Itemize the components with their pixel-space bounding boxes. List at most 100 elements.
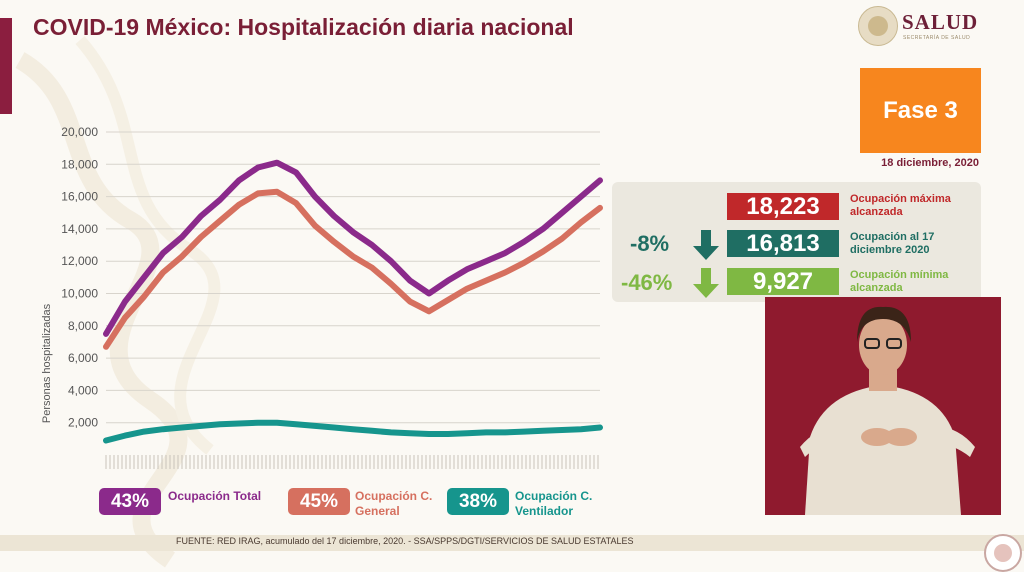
data-point xyxy=(198,423,204,429)
data-point xyxy=(578,194,584,199)
page-title: COVID-19 México: Hospitalización diaria … xyxy=(33,14,574,40)
data-point xyxy=(274,160,280,165)
data-point xyxy=(103,344,109,349)
legend-total-percent: 43% xyxy=(99,488,161,515)
sign-language-interpreter-video xyxy=(765,297,1001,515)
legend-ventilator-percent: 38% xyxy=(447,488,509,515)
hospitalization-chart: 20,000 18,000 16,000 14,000 12,000 10,000 8,00… xyxy=(41,125,603,469)
data-point xyxy=(350,254,356,259)
data-point xyxy=(217,422,223,427)
data-point xyxy=(559,210,565,215)
legend-general-label: Ocupación C. General xyxy=(355,489,433,518)
y-tick-label: 2,000 xyxy=(68,416,98,430)
data-point xyxy=(426,309,432,314)
data-point xyxy=(217,218,223,224)
data-point xyxy=(426,431,432,437)
data-point xyxy=(141,429,147,434)
data-point xyxy=(445,297,451,303)
series-line xyxy=(103,188,603,350)
phase-date: 18 diciembre, 2020 xyxy=(881,157,979,169)
data-point xyxy=(312,423,318,429)
data-point xyxy=(407,278,413,283)
data-point xyxy=(464,267,470,272)
data-point xyxy=(255,165,261,170)
data-point xyxy=(274,189,280,194)
min-occupancy-value: 9,927 xyxy=(727,268,839,295)
y-axis-label: Personas hospitalizadas xyxy=(41,303,53,423)
y-tick-label: 10,000 xyxy=(61,287,98,301)
data-point xyxy=(388,259,394,264)
y-tick-label: 14,000 xyxy=(61,222,98,236)
data-point xyxy=(312,194,318,199)
data-point xyxy=(122,433,128,438)
data-point xyxy=(141,294,147,299)
data-point xyxy=(179,234,185,240)
data-point xyxy=(255,191,261,196)
logo-subtitle: SECRETARÍA DE SALUD xyxy=(903,35,971,41)
data-point xyxy=(293,170,299,175)
data-point xyxy=(464,286,470,291)
data-point xyxy=(502,270,508,275)
data-point xyxy=(369,265,375,270)
down-arrow-icon xyxy=(693,230,719,260)
data-point xyxy=(236,202,242,207)
data-point xyxy=(597,178,603,183)
data-point xyxy=(274,420,280,425)
data-point xyxy=(236,421,242,426)
current-change-percent: -8% xyxy=(630,231,670,256)
data-point xyxy=(559,236,565,241)
logo-name: SALUD xyxy=(902,10,979,34)
data-point xyxy=(198,213,204,219)
data-point xyxy=(597,425,603,430)
data-point xyxy=(217,197,223,203)
data-point xyxy=(369,242,375,248)
data-point xyxy=(483,430,489,435)
y-tick-label: 8,000 xyxy=(68,319,98,333)
data-point xyxy=(293,422,299,427)
data-point xyxy=(502,430,508,435)
phase-badge: Fase 3 xyxy=(860,68,981,153)
data-point xyxy=(331,425,337,430)
data-point xyxy=(464,430,470,436)
data-point xyxy=(540,428,546,433)
data-point xyxy=(293,200,299,206)
data-point xyxy=(160,250,166,256)
data-point xyxy=(426,291,432,296)
legend-total-label: Ocupación Total xyxy=(168,489,262,503)
data-point xyxy=(559,427,565,433)
data-point xyxy=(179,425,185,430)
data-point xyxy=(407,430,413,436)
data-point xyxy=(483,278,489,283)
max-occupancy-label: Ocupación máxima alcanzada xyxy=(850,193,951,218)
data-point xyxy=(350,426,356,432)
min-occupancy-label: Ocupación mínima alcanzada xyxy=(850,269,949,294)
y-tick-label: 12,000 xyxy=(61,254,98,268)
series-line xyxy=(103,159,603,337)
down-arrow-icon xyxy=(693,268,719,298)
data-point xyxy=(445,431,451,437)
data-point xyxy=(369,428,375,433)
data-point xyxy=(103,331,109,337)
title-accent-bar xyxy=(0,18,12,114)
legend-general-percent: 45% xyxy=(288,488,350,515)
y-tick-label: 4,000 xyxy=(68,383,98,397)
data-point xyxy=(122,315,128,320)
data-point xyxy=(502,250,508,256)
data-point xyxy=(540,226,546,232)
data-point xyxy=(597,205,603,211)
data-point xyxy=(122,299,128,304)
y-tick-label: 16,000 xyxy=(61,190,98,204)
data-point xyxy=(236,178,242,183)
min-change-percent: -46% xyxy=(621,270,673,295)
max-occupancy-value: 18,223 xyxy=(727,193,839,220)
current-occupancy-value: 16,813 xyxy=(727,230,839,257)
footer-source: FUENTE: RED IRAG, acumulado del 17 dicie… xyxy=(176,536,634,546)
data-point xyxy=(578,426,584,432)
data-point xyxy=(255,420,261,425)
legend-ventilator-label: Ocupación C. Ventilador xyxy=(515,489,593,518)
data-point xyxy=(521,429,527,434)
data-point xyxy=(179,254,185,259)
data-point xyxy=(350,229,356,235)
data-point xyxy=(331,239,337,245)
y-tick-label: 6,000 xyxy=(68,351,98,365)
